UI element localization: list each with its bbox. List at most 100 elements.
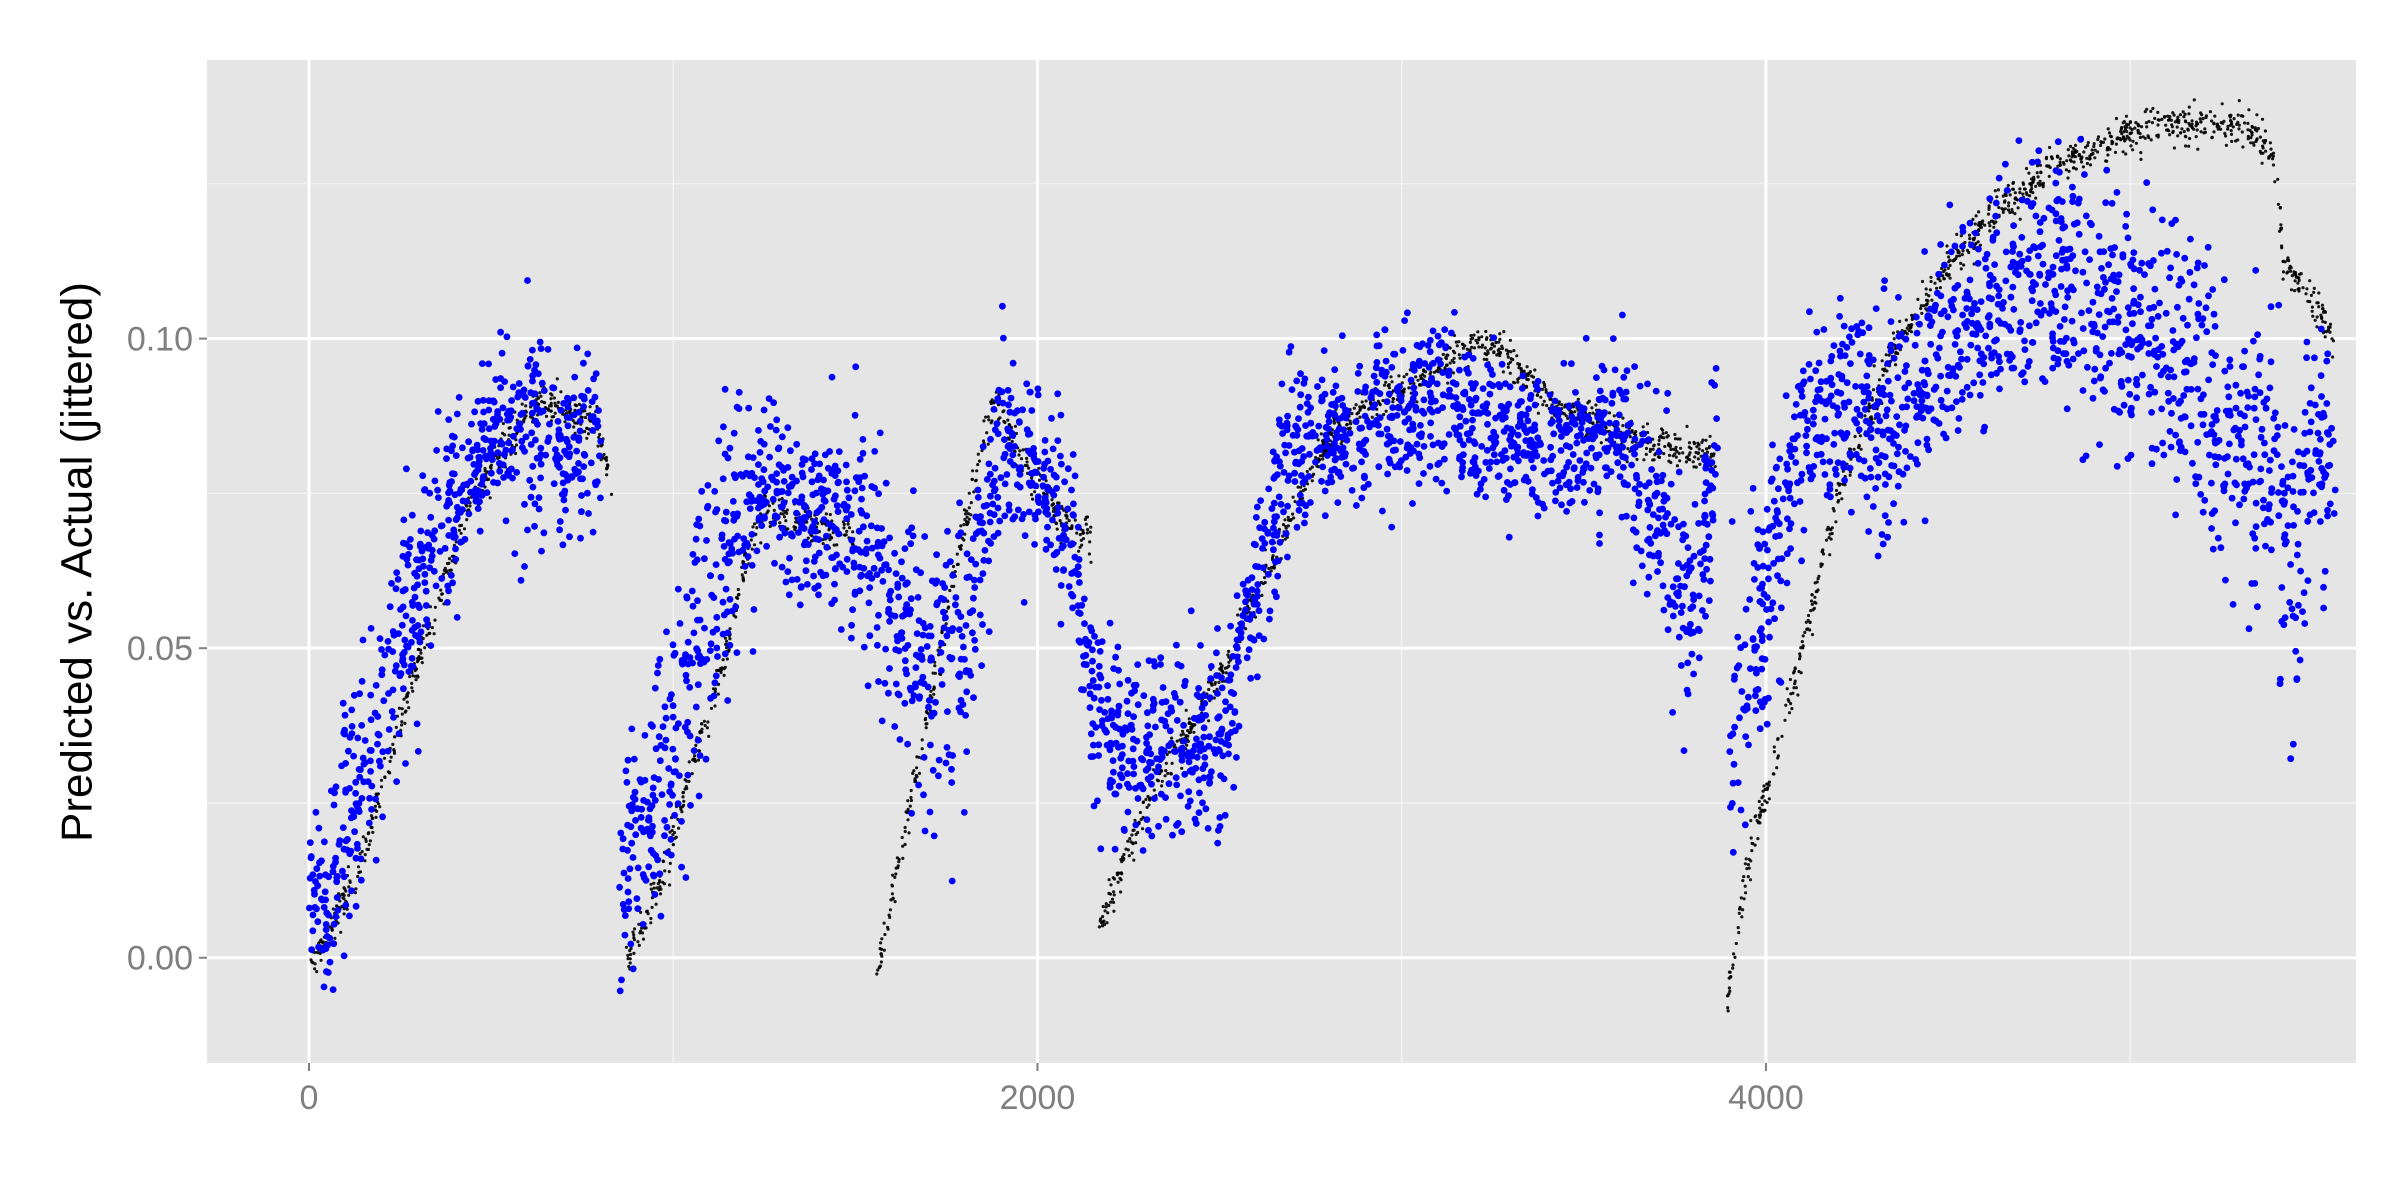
actual-point bbox=[1006, 418, 1010, 422]
predicted-point bbox=[842, 461, 850, 469]
actual-point bbox=[959, 524, 963, 528]
actual-point bbox=[2008, 210, 2012, 215]
actual-point bbox=[713, 690, 717, 694]
predicted-point bbox=[441, 544, 449, 552]
actual-point bbox=[508, 426, 512, 430]
predicted-point bbox=[1204, 825, 1212, 832]
predicted-point bbox=[774, 445, 782, 453]
predicted-point bbox=[793, 576, 801, 583]
actual-point bbox=[1286, 524, 1290, 528]
predicted-point bbox=[1237, 634, 1245, 642]
actual-point bbox=[1798, 657, 1802, 661]
predicted-point bbox=[1215, 713, 1223, 721]
predicted-point bbox=[509, 383, 517, 391]
predicted-point bbox=[684, 638, 692, 646]
predicted-point bbox=[860, 643, 868, 651]
actual-point bbox=[2006, 183, 2010, 188]
actual-point bbox=[820, 522, 824, 526]
predicted-point bbox=[861, 472, 868, 480]
predicted-point bbox=[1276, 538, 1284, 546]
predicted-point bbox=[859, 436, 867, 443]
actual-point bbox=[1436, 370, 1440, 374]
actual-point bbox=[1472, 346, 1477, 350]
predicted-point bbox=[835, 530, 843, 538]
predicted-point bbox=[414, 622, 422, 629]
predicted-point bbox=[1170, 748, 1178, 755]
predicted-point bbox=[494, 408, 501, 415]
actual-point bbox=[924, 726, 928, 730]
actual-point bbox=[1103, 909, 1107, 913]
actual-point bbox=[2297, 287, 2301, 291]
predicted-point bbox=[492, 376, 500, 383]
predicted-point bbox=[1197, 642, 1204, 649]
predicted-point bbox=[785, 483, 793, 490]
actual-point bbox=[1834, 488, 1839, 493]
predicted-point bbox=[597, 494, 604, 502]
actual-point bbox=[2134, 121, 2138, 125]
actual-point bbox=[1867, 402, 1871, 406]
predicted-point bbox=[760, 406, 768, 414]
actual-point bbox=[914, 773, 918, 778]
actual-point bbox=[598, 432, 602, 437]
predicted-point bbox=[880, 538, 888, 545]
actual-point bbox=[702, 719, 707, 723]
actual-point bbox=[1688, 458, 1692, 462]
actual-point bbox=[1692, 440, 1696, 444]
predicted-point bbox=[457, 508, 464, 516]
predicted-point bbox=[985, 460, 993, 468]
predicted-point bbox=[971, 645, 979, 653]
predicted-point bbox=[352, 789, 359, 797]
predicted-point bbox=[885, 566, 892, 574]
predicted-point bbox=[431, 527, 439, 535]
actual-point bbox=[2140, 125, 2144, 129]
predicted-point bbox=[537, 444, 545, 452]
actual-point bbox=[507, 433, 511, 437]
actual-point bbox=[2075, 149, 2079, 153]
actual-point bbox=[1126, 839, 1130, 843]
actual-point bbox=[2067, 169, 2071, 173]
predicted-point bbox=[979, 570, 987, 577]
predicted-point bbox=[1280, 508, 1287, 516]
predicted-point bbox=[659, 723, 667, 730]
predicted-point bbox=[962, 622, 970, 629]
actual-point bbox=[1141, 827, 1145, 831]
actual-point bbox=[2036, 175, 2040, 179]
predicted-point bbox=[352, 778, 360, 786]
predicted-point bbox=[721, 556, 729, 563]
actual-point bbox=[917, 755, 921, 759]
actual-point bbox=[875, 972, 879, 976]
actual-point bbox=[740, 573, 744, 577]
actual-point bbox=[1981, 219, 1985, 223]
predicted-point bbox=[556, 518, 564, 525]
actual-point bbox=[433, 605, 437, 609]
predicted-point bbox=[332, 854, 339, 862]
actual-point bbox=[1083, 517, 1087, 522]
predicted-point bbox=[445, 489, 452, 497]
actual-point bbox=[1801, 644, 1805, 648]
predicted-point bbox=[329, 868, 337, 876]
actual-point bbox=[2281, 270, 2286, 274]
actual-point bbox=[649, 916, 653, 921]
predicted-point bbox=[1096, 706, 1103, 713]
actual-point bbox=[496, 456, 500, 460]
actual-point bbox=[1480, 345, 1484, 349]
predicted-point bbox=[849, 547, 856, 555]
actual-point bbox=[632, 938, 637, 942]
predicted-point bbox=[1106, 619, 1114, 627]
actual-point bbox=[1705, 450, 1710, 454]
actual-point bbox=[2077, 154, 2081, 158]
actual-point bbox=[2184, 144, 2188, 148]
predicted-point bbox=[908, 524, 916, 532]
predicted-point bbox=[432, 582, 440, 590]
predicted-point bbox=[824, 464, 832, 472]
predicted-point bbox=[476, 527, 484, 535]
actual-point bbox=[1187, 720, 1191, 725]
actual-point bbox=[439, 588, 443, 592]
predicted-point bbox=[908, 697, 916, 705]
predicted-point bbox=[1004, 426, 1012, 434]
predicted-point bbox=[802, 503, 809, 511]
actual-point bbox=[1287, 518, 1291, 522]
actual-point bbox=[1031, 497, 1035, 501]
actual-point bbox=[447, 557, 452, 561]
predicted-point bbox=[895, 593, 903, 601]
